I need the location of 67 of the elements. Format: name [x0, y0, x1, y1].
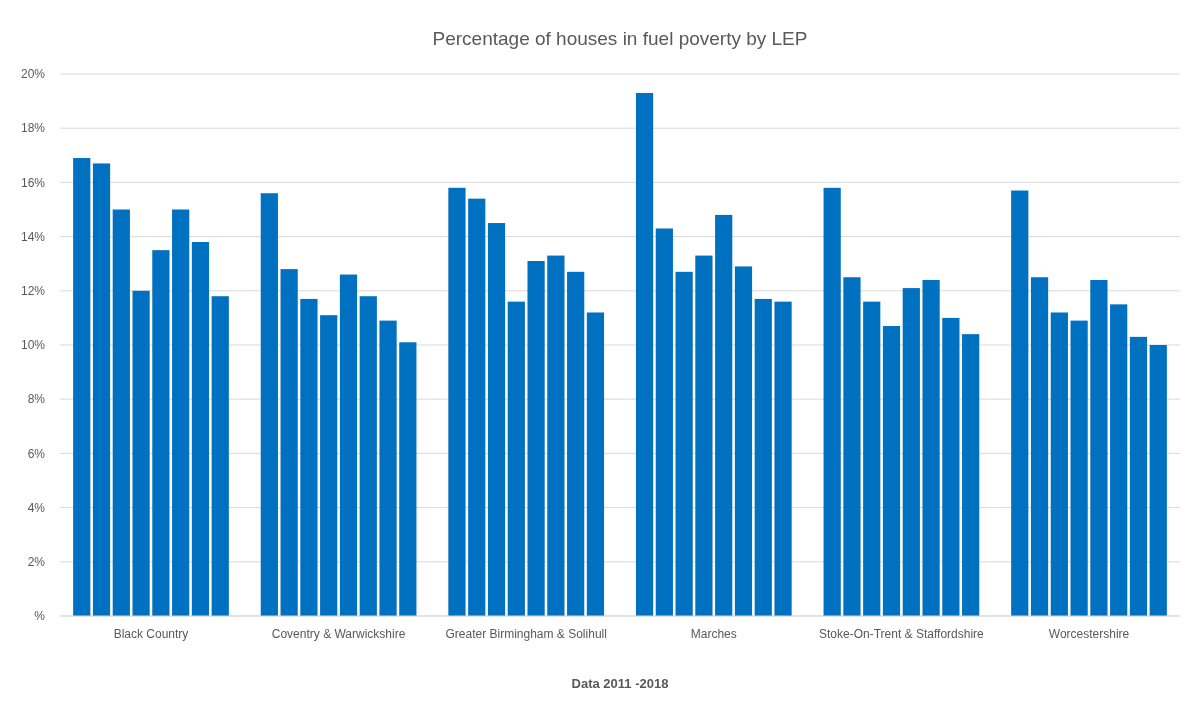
- bar: [902, 288, 920, 616]
- bar: [823, 187, 841, 616]
- bar: [675, 271, 693, 616]
- x-tick-label: Worcestershire: [1048, 627, 1130, 641]
- chart-title: Percentage of houses in fuel poverty by LEP: [432, 28, 808, 49]
- bar: [942, 317, 960, 616]
- x-axis-title: Data 2011 -2018: [571, 676, 669, 691]
- bar: [300, 298, 318, 616]
- bar: [487, 223, 506, 616]
- bar: [1110, 304, 1128, 616]
- x-tick-label: Stoke-On-Trent & Staffordshire: [819, 627, 985, 641]
- y-tick-label: 16%: [20, 175, 46, 190]
- bar: [922, 279, 940, 616]
- bar: [527, 260, 545, 616]
- bar: [359, 296, 377, 616]
- bar: [191, 242, 210, 616]
- bar: [882, 326, 901, 616]
- y-tick-label: 12%: [20, 284, 46, 298]
- y-tick-label: 10%: [20, 338, 46, 353]
- bar: [715, 214, 733, 616]
- bar: [379, 320, 397, 616]
- bar: [863, 301, 881, 616]
- bar: [1149, 345, 1167, 616]
- x-tick-label: Marches: [690, 627, 737, 641]
- bar: [734, 266, 753, 616]
- bar: [280, 269, 298, 616]
- bar: [586, 312, 605, 616]
- bar: [635, 92, 654, 616]
- bar: [112, 209, 130, 616]
- y-tick-label: 2%: [27, 555, 46, 569]
- y-tick-label: 6%: [27, 446, 46, 461]
- bar: [172, 209, 190, 616]
- bar: [260, 193, 278, 616]
- bar: [211, 296, 229, 616]
- bar: [547, 255, 565, 616]
- bar: [1070, 320, 1088, 616]
- x-tick-label: Black Country: [113, 627, 189, 641]
- x-tick-label: Greater Birmingham & Solihull: [445, 627, 607, 641]
- bar: [468, 198, 486, 616]
- y-tick-label: 8%: [27, 392, 46, 407]
- bar: [567, 271, 585, 616]
- bar: [152, 250, 170, 616]
- bar: [843, 277, 861, 616]
- y-tick-label: 20%: [20, 67, 46, 82]
- bar: [754, 298, 772, 616]
- bar: [695, 255, 713, 616]
- y-tick-label: 4%: [27, 500, 46, 515]
- bar: [1090, 279, 1108, 616]
- y-tick-label: 14%: [20, 229, 46, 244]
- bar: [132, 290, 150, 616]
- bar: [962, 334, 980, 616]
- y-tick-label: %: [34, 609, 46, 624]
- bar: [774, 301, 792, 616]
- y-tick-label: 18%: [20, 121, 46, 136]
- bar: [92, 163, 111, 616]
- bar: [655, 228, 673, 616]
- x-tick-label: Coventry & Warwickshire: [271, 627, 406, 641]
- bar: [1050, 312, 1068, 616]
- bar: [339, 274, 358, 616]
- bar: [1011, 190, 1029, 616]
- bar: [1129, 336, 1148, 616]
- bar: [507, 301, 525, 616]
- bar: [448, 187, 466, 616]
- bar: [399, 342, 417, 616]
- bar: [1030, 277, 1049, 616]
- bar: [73, 158, 91, 616]
- bar: [320, 315, 338, 616]
